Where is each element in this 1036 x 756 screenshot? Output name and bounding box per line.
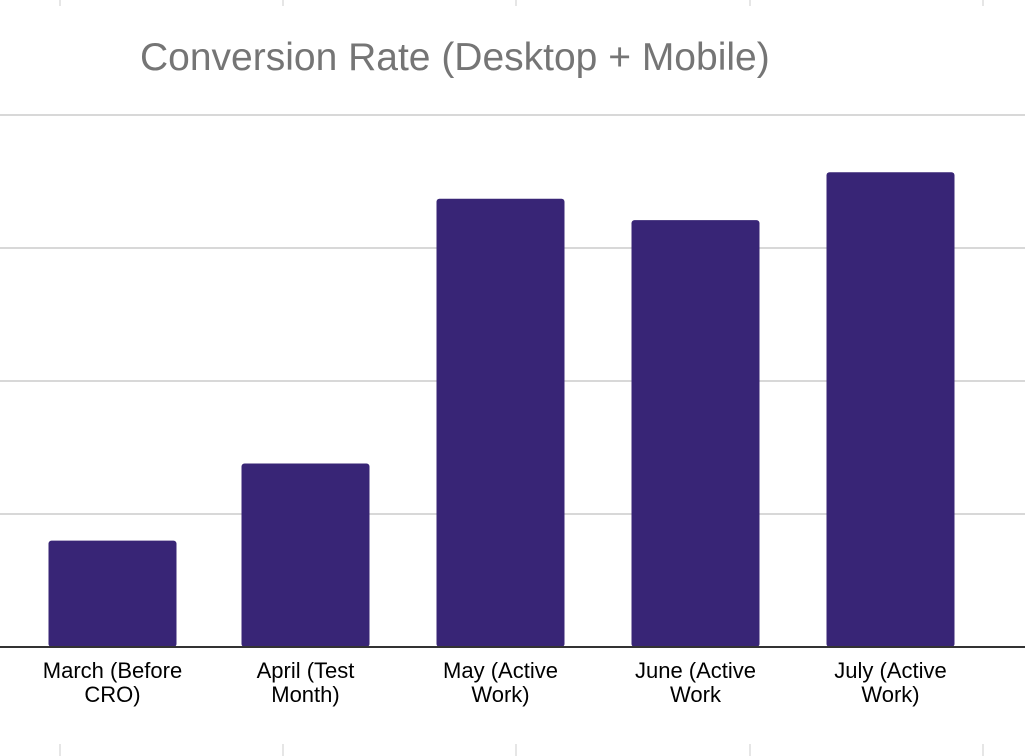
x-axis-labels: March (Before CRO) April (Test Month) May (A… <box>43 658 947 707</box>
bar-1 <box>241 463 370 647</box>
x-tick-label-3-line-1: Work <box>670 682 722 707</box>
top-tick-marks <box>59 0 984 6</box>
x-tick-label-2: May (Active Work) <box>443 658 558 707</box>
x-tick-label-0-line-1: CRO) <box>84 682 140 707</box>
x-tick-label-4-line-1: Work) <box>861 682 919 707</box>
bar-2 <box>436 198 565 648</box>
x-tick-label-2-line-1: Work) <box>471 682 529 707</box>
x-tick-label-3-line-0: June (Active <box>635 658 756 683</box>
x-tick-label-2-line-0: May (Active <box>443 658 558 683</box>
bar-3 <box>631 220 760 647</box>
x-tick-label-4: July (Active Work) <box>834 658 946 707</box>
bar-4 <box>826 172 955 647</box>
bottom-tick-marks <box>59 744 984 756</box>
x-tick-label-0: March (Before CRO) <box>43 658 182 707</box>
x-tick-label-1-line-0: April (Test <box>257 658 355 683</box>
chart-title: Conversion Rate (Desktop + Mobile) <box>140 36 770 79</box>
x-tick-label-4-line-0: July (Active <box>834 658 946 683</box>
x-tick-label-3: June (Active Work <box>635 658 756 707</box>
x-tick-label-1: April (Test Month) <box>257 658 355 707</box>
bars <box>48 172 955 648</box>
x-tick-label-0-line-0: March (Before <box>43 658 182 683</box>
bar-0 <box>48 540 177 647</box>
x-tick-label-1-line-1: Month) <box>271 682 339 707</box>
